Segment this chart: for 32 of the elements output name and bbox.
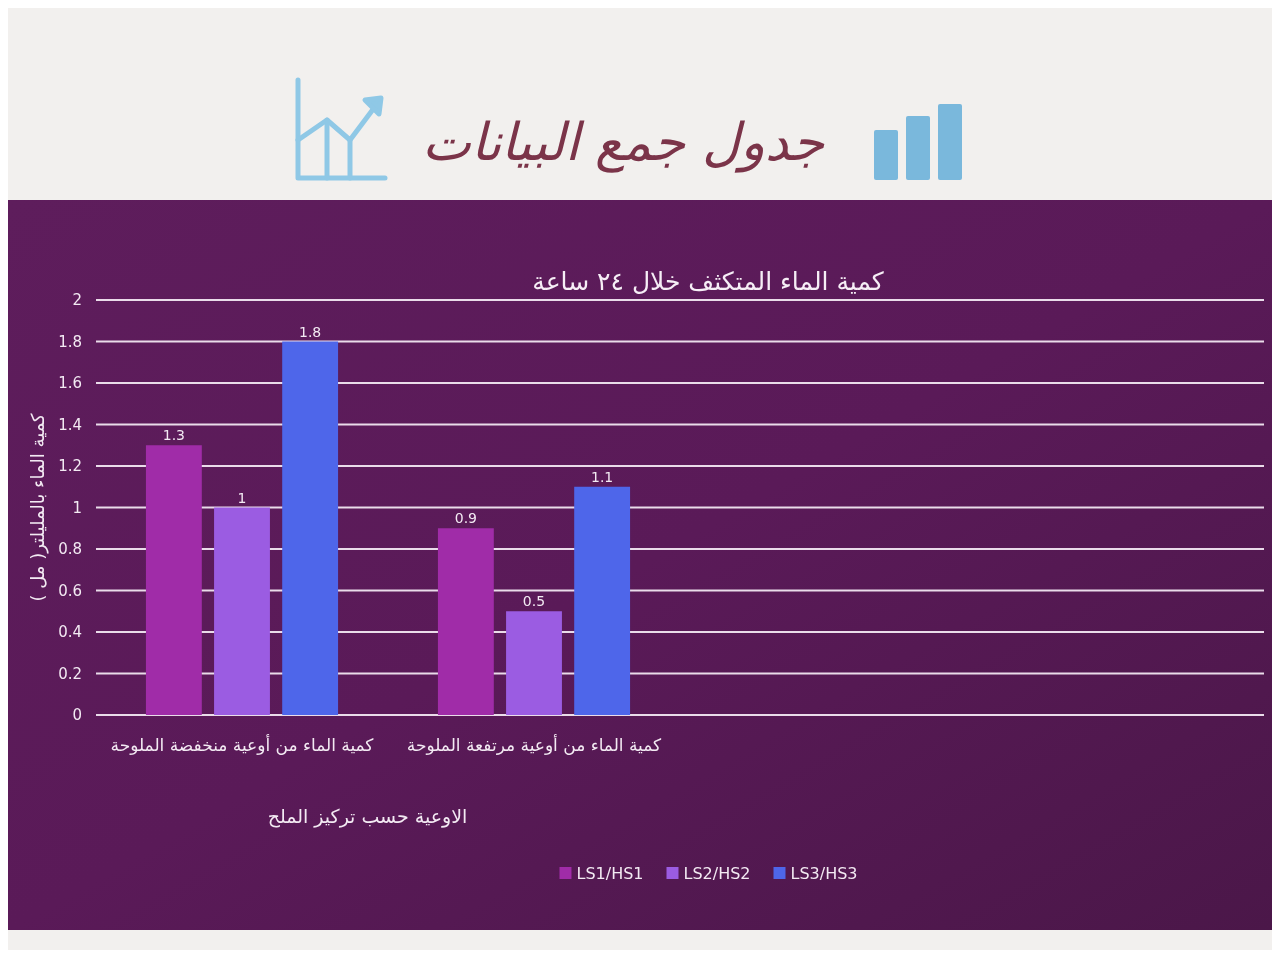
y-tick-label: 0.6 (58, 581, 82, 600)
y-tick-label: 1.8 (58, 332, 82, 351)
data-label: 1.8 (299, 323, 322, 340)
bar (282, 341, 339, 715)
y-tick-label: 1.2 (58, 457, 82, 475)
bar (437, 528, 494, 715)
y-tick-label: 0.8 (58, 540, 82, 558)
y-axis-title: كمية الماء بالمليلتر( مل ) (27, 412, 49, 602)
data-label: 1.1 (591, 468, 614, 485)
legend-label: LS3/HS3 (790, 864, 858, 883)
bar (214, 507, 270, 715)
data-label: 0.5 (522, 593, 546, 610)
y-tick-label: 0.2 (58, 664, 82, 683)
x-tick-label: كمية الماء من أوعية مرتفعة الملوحة (406, 734, 663, 755)
chart-subtitle: كمية الماء المتكثف خلال ٢٤ ساعة (532, 267, 884, 296)
bar (145, 445, 202, 715)
data-label: 1 (237, 489, 247, 506)
bar (506, 611, 562, 715)
legend-label: LS1/HS1 (576, 864, 644, 883)
data-label: 1.3 (162, 427, 185, 444)
y-tick-label: 0 (72, 706, 82, 724)
y-tick-label: 2 (72, 291, 82, 309)
bar (574, 486, 631, 715)
legend-label: LS2/HS2 (683, 864, 751, 883)
data-label: 0.9 (454, 510, 477, 527)
chart-title: جدول جمع البيانات (421, 112, 826, 173)
y-tick-label: 0.4 (58, 623, 82, 641)
x-axis-title: الاوعية حسب تركيز الملح (267, 805, 468, 828)
y-tick-label: 1.4 (58, 415, 82, 434)
x-tick-label: كمية الماء من أوعية منخفضة الملوحة (110, 734, 375, 755)
y-tick-label: 1 (72, 498, 82, 517)
y-tick-label: 1.6 (58, 374, 82, 392)
